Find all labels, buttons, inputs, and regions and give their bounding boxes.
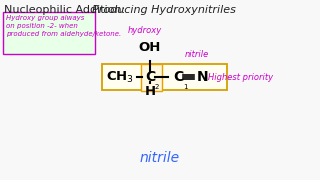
Text: Nucleophilic Addition:: Nucleophilic Addition: — [4, 5, 129, 15]
Text: CH$_3$: CH$_3$ — [106, 69, 134, 85]
Text: Hydroxy group always
on position -2- when
produced from aldehyde/ketone.: Hydroxy group always on position -2- whe… — [6, 15, 121, 37]
Text: H: H — [144, 85, 156, 98]
Text: C: C — [145, 70, 155, 84]
Bar — [3, 12, 95, 54]
Text: hydroxy: hydroxy — [128, 26, 162, 35]
Bar — [102, 64, 227, 90]
Text: 1: 1 — [183, 84, 188, 90]
Text: 2: 2 — [155, 84, 159, 90]
Text: Highest priority: Highest priority — [208, 73, 273, 82]
Text: OH: OH — [139, 41, 161, 54]
Text: nitrile: nitrile — [185, 50, 209, 59]
Text: N: N — [197, 70, 209, 84]
Text: C: C — [173, 70, 183, 84]
Bar — [141, 64, 162, 91]
Text: nitrile: nitrile — [140, 151, 180, 165]
Text: Producing Hydroxynitriles: Producing Hydroxynitriles — [92, 5, 236, 15]
